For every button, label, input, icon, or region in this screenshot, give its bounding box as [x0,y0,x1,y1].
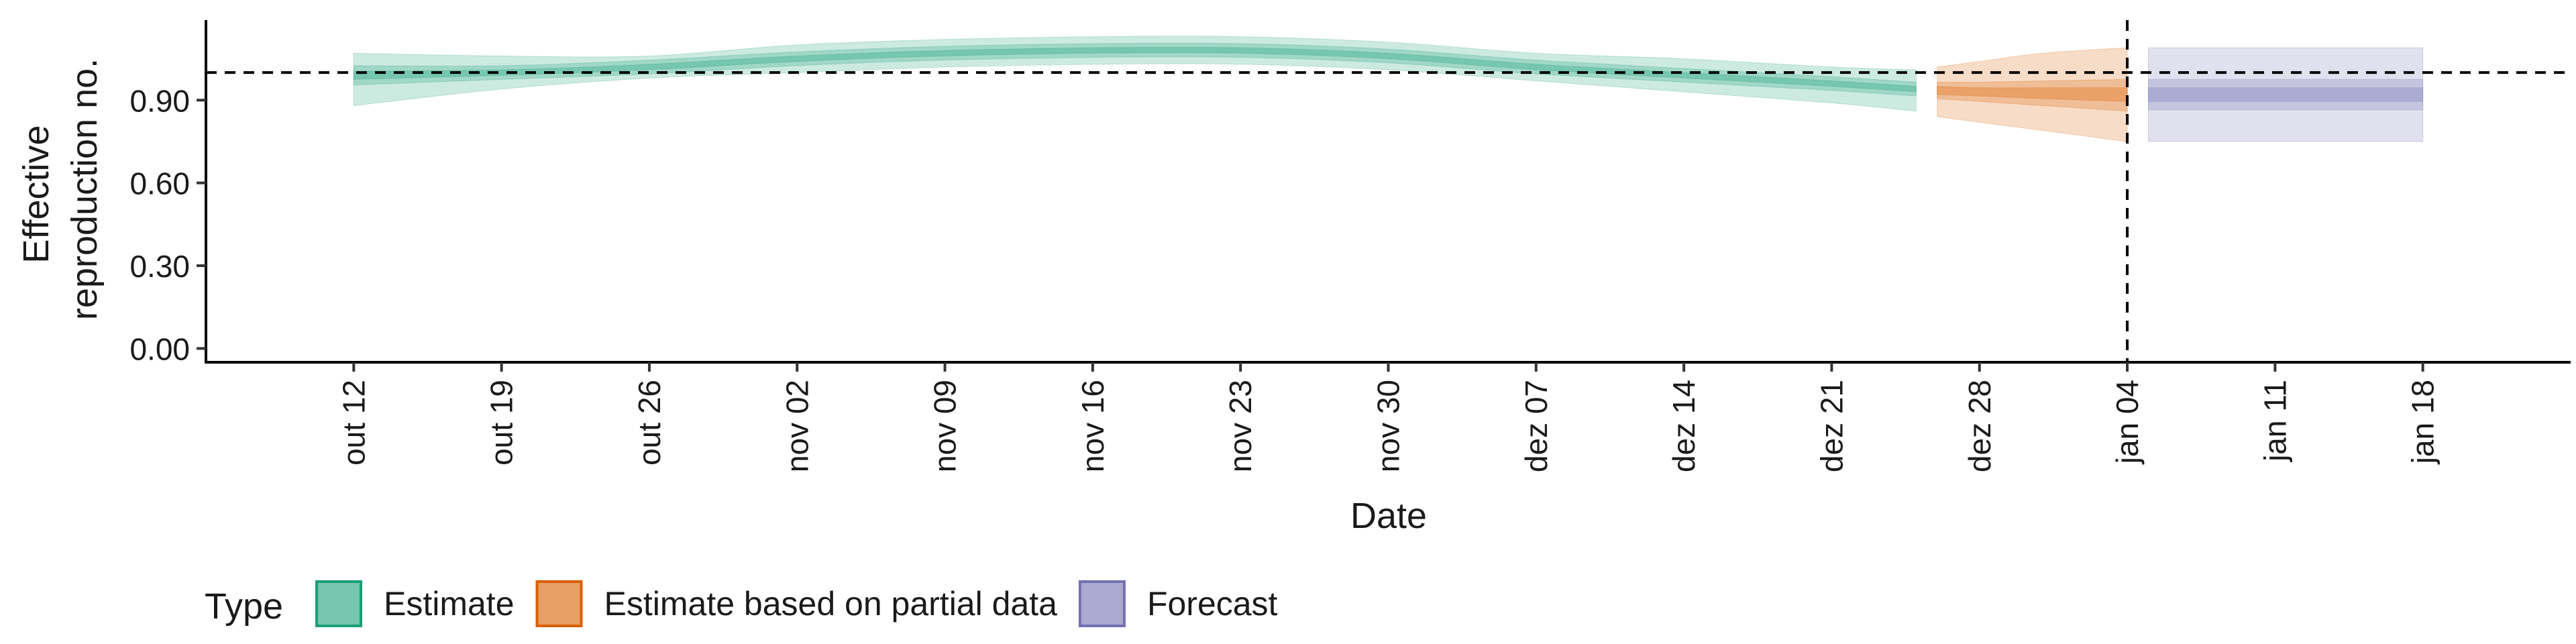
y-axis-title-line-2: reproduction no. [64,58,105,320]
series-estimate-based-on-partial-data [1937,47,2128,142]
legend-label: Estimate based on partial data [604,585,1058,623]
x-tick-label: nov 23 [1223,380,1258,472]
x-tick-label: dez 07 [1519,380,1554,472]
band-forecast-20pct [2148,87,2424,102]
band-estimate-90pct [353,36,1917,112]
band-forecast-90pct [2148,47,2424,142]
x-tick-label: out 26 [632,380,667,466]
y-tick-label: 0.90 [129,83,190,118]
legend-swatch [315,580,362,627]
x-tick-label: nov 30 [1371,380,1406,472]
x-axis-ticks: out 12 out 19 out 26 nov 02 nov 09 nov 16 nov … [336,362,2440,472]
legend-item-estimate-based-on-partial-data: Estimate based on partial data [535,580,1058,627]
x-axis-title: Date [1350,496,1427,536]
x-tick-label: nov 16 [1075,380,1110,472]
legend-title: Type [205,586,283,627]
x-tick-label: nov 09 [928,380,963,472]
band-estimate-20pct [353,46,1917,93]
series-estimate [353,36,1917,112]
legend-label: Forecast [1147,585,1278,623]
band-estimate-based-on-partial-data-50pct [1937,78,2128,112]
x-tick-label: dez 28 [1962,380,1997,472]
x-tick-label: nov 02 [780,380,814,472]
x-tick-label: dez 21 [1814,380,1849,472]
x-tick-label: out 19 [484,380,519,466]
legend-item-estimate: Estimate [315,580,515,627]
legend-swatch [1078,580,1126,627]
x-tick-label: out 12 [336,380,371,466]
x-tick-label: jan 04 [2110,380,2145,465]
legend-swatch [535,580,583,627]
y-axis-ticks: 0.00 0.30 0.60 0.90 [129,83,206,366]
band-forecast-50pct [2148,78,2424,111]
y-tick-label: 0.30 [129,249,190,284]
legend-label: Estimate [384,585,515,623]
reference-lines [206,20,2571,362]
legend-item-forecast: Forecast [1078,580,1278,627]
x-tick-label: dez 14 [1666,380,1701,472]
x-tick-label: jan 11 [2257,380,2292,463]
y-axis-title: Effective reproduction no. [16,58,105,320]
y-tick-label: 0.60 [129,166,190,201]
band-estimate-50pct [353,42,1917,97]
y-tick-label: 0.00 [129,331,190,366]
x-tick-label: jan 18 [2406,380,2440,465]
legend: Type Estimate Estimate based on partial d… [205,580,1278,627]
y-axis-title-line-1: Effective [16,125,56,263]
uncertainty-bands [353,36,2424,142]
series-forecast [2148,47,2424,142]
